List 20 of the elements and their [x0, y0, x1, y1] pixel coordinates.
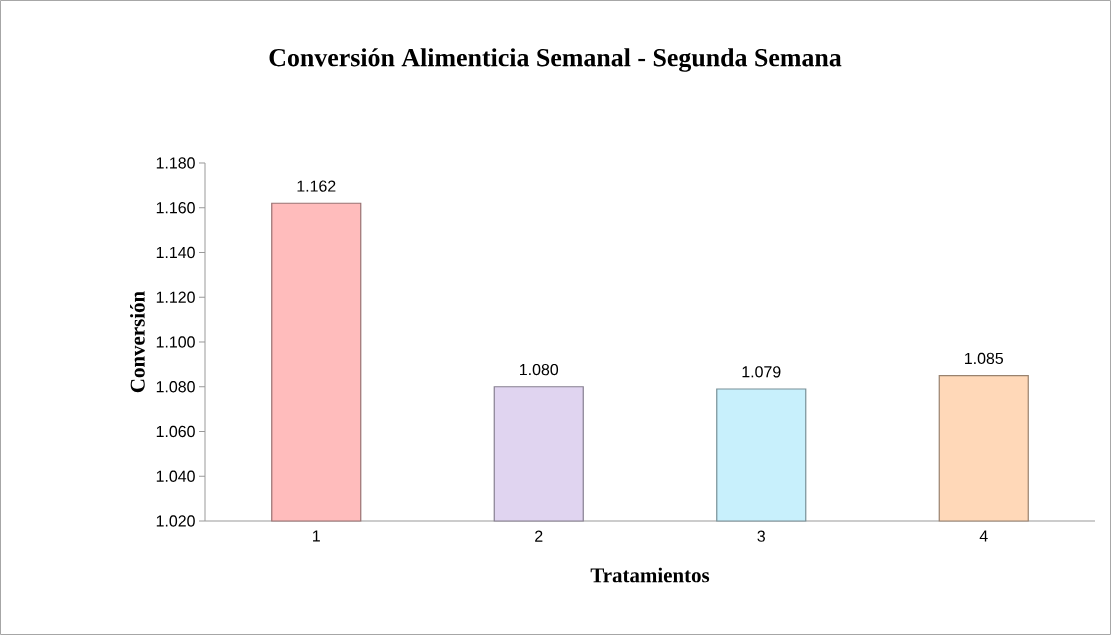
x-tick-label: 2	[535, 530, 543, 542]
chart-title: Conversión Alimenticia Semanal - Segunda Semana	[269, 48, 842, 72]
x-tick-label: 1	[313, 530, 320, 542]
y-tick-label: 1.040	[156, 470, 195, 482]
data-label: 1.162	[297, 180, 336, 192]
y-tick-label: 1.080	[156, 381, 195, 393]
y-tick-label: 1.160	[156, 202, 195, 214]
y-axis-title: Conversión	[130, 291, 145, 393]
y-tick-label: 1.020	[156, 515, 195, 527]
y-tick-label: 1.060	[156, 425, 195, 438]
data-label: 1.079	[742, 366, 781, 378]
y-tick-label: 1.100	[156, 336, 195, 348]
x-axis-title: Tratamientos	[590, 567, 710, 583]
data-label: 1.085	[965, 352, 1004, 365]
x-tick-label: 3	[757, 530, 765, 542]
y-tick-label: 1.180	[156, 157, 195, 169]
x-tick-label: 4	[979, 530, 988, 542]
y-tick-label: 1.140	[156, 246, 195, 259]
y-tick-label: 1.120	[156, 291, 195, 303]
data-label: 1.080	[520, 363, 559, 376]
